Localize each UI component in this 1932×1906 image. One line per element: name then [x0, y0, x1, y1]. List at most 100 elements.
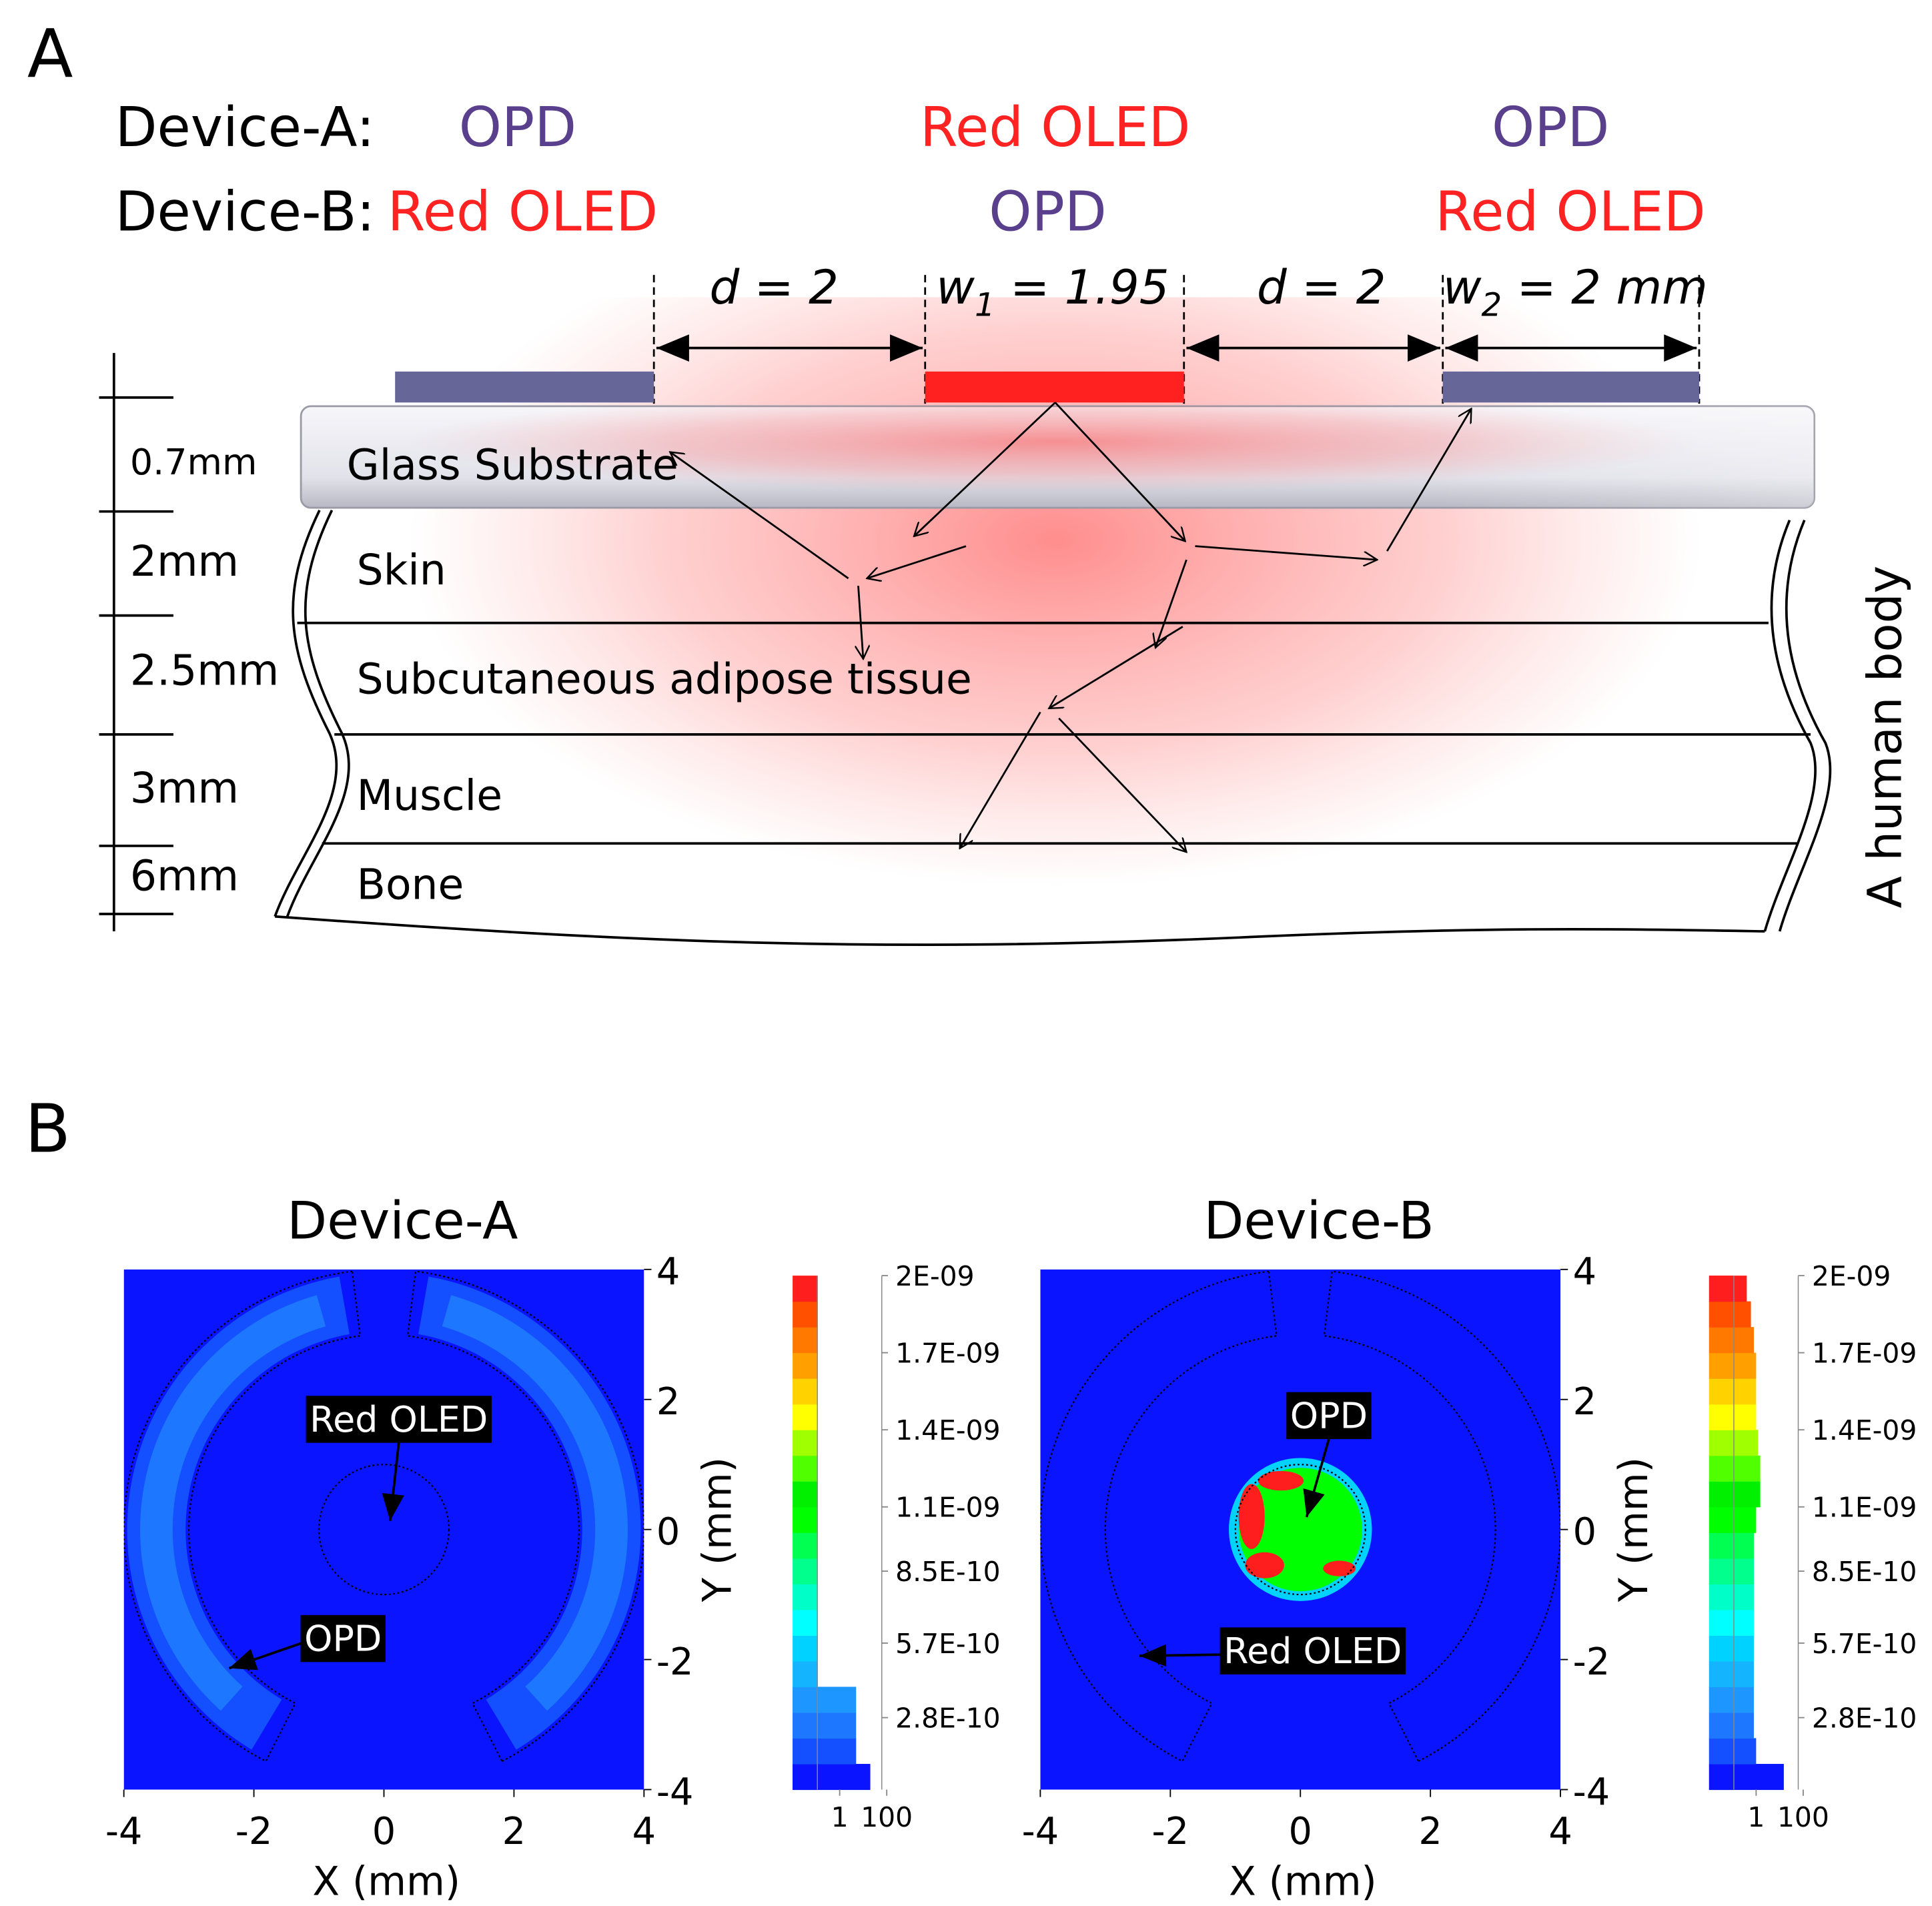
- device-outline: [1234, 1464, 1366, 1596]
- x-tick-label: 4: [632, 1810, 656, 1853]
- x-tick-label: 2: [1418, 1810, 1442, 1853]
- colorbar-tick-label: 5.7E-10: [895, 1628, 1000, 1660]
- colorbar-tick-label: 5.7E-10: [1812, 1628, 1917, 1660]
- dimension-subscript: 1: [975, 286, 995, 324]
- colorbar-count-bar: [1709, 1558, 1754, 1584]
- colorbar-swatch: [793, 1455, 818, 1482]
- y-tick-label: 4: [1573, 1250, 1596, 1294]
- colorbar-swatch: [793, 1532, 818, 1559]
- panel-label: B: [25, 1089, 71, 1167]
- plot-area: [123, 1269, 644, 1790]
- y-tick-label: 4: [656, 1250, 680, 1294]
- colorbar-swatch: [793, 1558, 818, 1584]
- colorbar-x-tick-label: 100: [1777, 1801, 1829, 1833]
- colorbar-count-bar: [793, 1712, 857, 1739]
- colorbar-count-bar: [793, 1687, 857, 1713]
- light-path: [670, 452, 849, 580]
- x-tick-label: -2: [1152, 1810, 1189, 1853]
- x-tick-label: 4: [1548, 1810, 1572, 1853]
- plot-title: Device-A: [287, 1191, 518, 1251]
- y-tick-label: -2: [1573, 1640, 1610, 1684]
- dimension-text: w: [1443, 260, 1482, 315]
- colorbar-count-bar: [1709, 1687, 1754, 1713]
- device-part: OPD: [989, 180, 1106, 244]
- y-axis-label: Y (mm): [694, 1457, 741, 1602]
- device-part: OPD: [459, 96, 576, 159]
- layer-thickness: 6mm: [130, 851, 239, 901]
- colorbar-swatch: [793, 1404, 818, 1430]
- colorbar-count-bar: [1709, 1660, 1754, 1687]
- device-part: Red OLED: [920, 96, 1190, 159]
- y-tick-label: -2: [656, 1640, 694, 1684]
- colorbar-tick-label: 1.4E-09: [895, 1414, 1000, 1446]
- body-outline: [1778, 519, 1832, 932]
- plot-title: Device-B: [1203, 1191, 1434, 1251]
- y-tick-label: -4: [656, 1771, 694, 1814]
- light-path: [1386, 409, 1471, 552]
- colorbar-count-bar: [1709, 1352, 1757, 1379]
- colorbar-tick-label: 2.8E-10: [895, 1702, 1000, 1734]
- layer-name: Skin: [357, 545, 446, 594]
- colorbar-tick-label: 1.7E-09: [1812, 1338, 1917, 1370]
- strip-left: [395, 371, 654, 403]
- annotation-label: Red OLED: [310, 1398, 488, 1440]
- annotation-label: OPD: [304, 1618, 382, 1660]
- layer-thickness: 3mm: [130, 763, 239, 813]
- field-background: [123, 1269, 644, 1790]
- dimension-text: d = 2: [709, 260, 839, 315]
- annotation-box: [306, 1396, 492, 1443]
- strip-right: [1442, 371, 1699, 403]
- dimension-label: d = 2: [709, 260, 839, 315]
- layer-name: Glass Substrate: [347, 440, 678, 489]
- annotation-label: OPD: [1290, 1394, 1368, 1436]
- device-name: Device-A:: [115, 96, 375, 159]
- y-tick-label: 0: [1573, 1510, 1596, 1554]
- colorbar-swatch: [793, 1506, 818, 1533]
- light-path: [914, 402, 1056, 536]
- dimension-label: w1 = 1.95: [936, 260, 1169, 324]
- annotation-box: [1286, 1392, 1372, 1440]
- colorbar-tick-label: 2E-09: [1812, 1260, 1891, 1292]
- colorbar-count-bar: [1709, 1712, 1754, 1739]
- light-path: [1195, 545, 1377, 560]
- y-tick-label: 2: [1573, 1380, 1596, 1424]
- annotation-arrow: [382, 1442, 404, 1521]
- colorbar-count-bar: [1709, 1738, 1757, 1765]
- colorbar-count-bar: [1709, 1327, 1754, 1354]
- device-part: Red OLED: [1435, 180, 1705, 244]
- x-tick-label: -2: [235, 1810, 273, 1853]
- annotation-box: [1220, 1627, 1406, 1675]
- layer-thickness: 2.5mm: [130, 646, 279, 695]
- colorbar-swatch: [793, 1660, 818, 1687]
- side-label: A human body: [1858, 566, 1913, 909]
- colorbar-swatch: [793, 1276, 818, 1302]
- annotation-label: Red OLED: [1224, 1630, 1402, 1672]
- dimension-text: w: [936, 260, 975, 315]
- body-outline: [274, 510, 338, 917]
- body-outline: [274, 915, 1765, 947]
- plot-area: [1040, 1269, 1561, 1790]
- colorbar-count-bar: [1709, 1609, 1754, 1636]
- body-outline: [1763, 519, 1817, 932]
- colorbar-swatch: [793, 1327, 818, 1354]
- x-axis-label: X (mm): [1229, 1859, 1377, 1905]
- colorbar-count-bar: [1709, 1404, 1757, 1430]
- light-path: [858, 585, 863, 659]
- annotation-arrow: [1139, 1644, 1224, 1667]
- colorbar-swatch: [793, 1609, 818, 1636]
- colorbar-x-tick-label: 100: [861, 1801, 913, 1833]
- dimension-text: d = 2: [1257, 260, 1386, 315]
- dimension-text: = 2 mm: [1502, 260, 1708, 315]
- light-path: [960, 711, 1041, 848]
- device-name: Device-B:: [115, 180, 375, 244]
- field-region: [1323, 1560, 1356, 1576]
- dimension-label: w2 = 2 mm: [1443, 260, 1708, 324]
- field-region: [1258, 1470, 1304, 1491]
- x-tick-label: -4: [1022, 1810, 1059, 1853]
- field-region: [1238, 1484, 1265, 1549]
- x-tick-label: -4: [105, 1810, 143, 1853]
- light-path: [1049, 626, 1183, 708]
